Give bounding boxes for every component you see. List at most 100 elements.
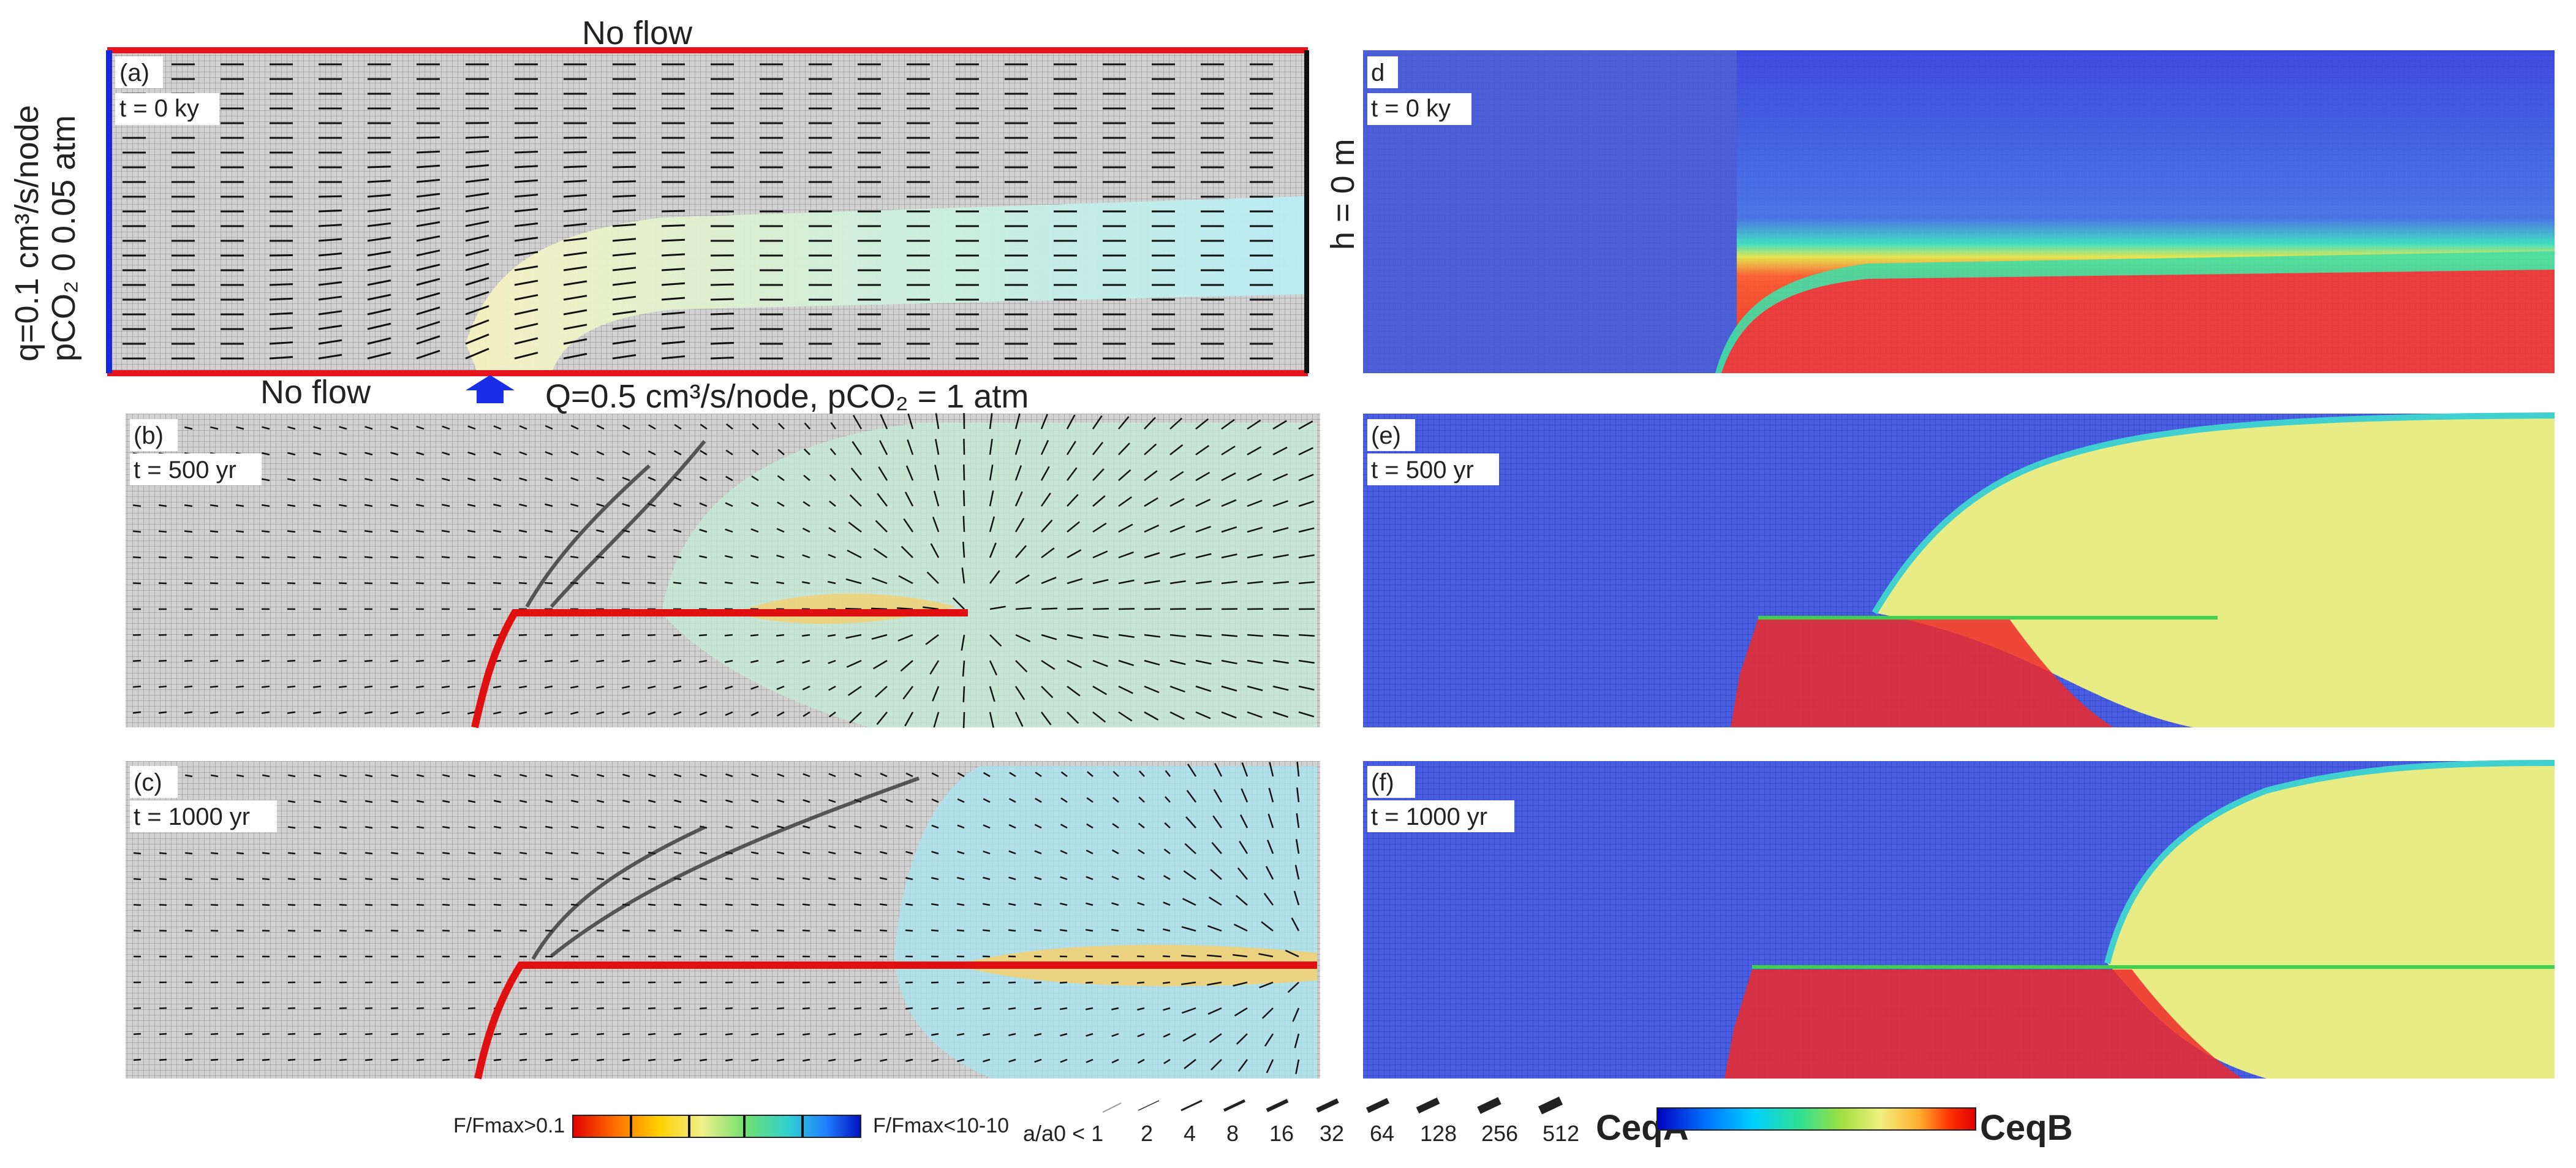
flow-arrow bbox=[957, 824, 965, 829]
flow-arrow bbox=[982, 1007, 991, 1010]
flow-arrow bbox=[416, 335, 440, 345]
panel-b: (b) t = 500 yr bbox=[126, 412, 1320, 729]
flow-arrow bbox=[1233, 954, 1248, 958]
panel-e-red-region bbox=[1731, 619, 2113, 727]
flow-arrow bbox=[1034, 1033, 1042, 1037]
flow-arrow bbox=[133, 904, 142, 906]
flow-arrow bbox=[318, 267, 342, 271]
flow-arrow bbox=[1265, 866, 1274, 880]
flow-arrow bbox=[905, 798, 913, 803]
flow-arrow bbox=[1163, 848, 1171, 854]
flow-arrow bbox=[390, 685, 399, 688]
flow-arrow bbox=[416, 800, 425, 803]
flow-arrow bbox=[880, 414, 888, 430]
flow-arrow bbox=[776, 634, 785, 637]
flow-arrow bbox=[903, 518, 914, 533]
flow-arrow bbox=[1138, 849, 1145, 855]
flow-arrow bbox=[661, 238, 686, 242]
flow-arrow bbox=[416, 264, 440, 271]
flow-arrow bbox=[725, 878, 733, 881]
inlet-arrow-icon bbox=[466, 375, 515, 403]
flow-arrow bbox=[493, 711, 502, 715]
flow-arrow bbox=[596, 825, 605, 829]
flow-arrow bbox=[1169, 634, 1186, 638]
flow-arrow bbox=[518, 556, 527, 559]
flow-arrow bbox=[989, 516, 995, 533]
flow-arrow bbox=[514, 294, 538, 301]
flow-arrow bbox=[1298, 659, 1315, 664]
flow-arrow bbox=[853, 877, 862, 881]
flow-arrow bbox=[699, 903, 708, 906]
flow-arrow bbox=[725, 1007, 733, 1010]
flow-arrow bbox=[318, 324, 342, 330]
flow-arrow bbox=[318, 238, 342, 242]
flow-arrow bbox=[596, 903, 605, 906]
flow-arrow bbox=[467, 477, 476, 482]
flow-arrow bbox=[563, 251, 587, 257]
flow-arrow bbox=[367, 279, 391, 286]
flow-arrow bbox=[1247, 499, 1263, 507]
flow-arrow bbox=[545, 711, 553, 715]
flow-arrow bbox=[519, 1007, 527, 1009]
flow-arrow bbox=[983, 876, 991, 881]
flow-arrow bbox=[1221, 685, 1237, 692]
flow-arrow bbox=[828, 553, 836, 559]
flow-arrow bbox=[493, 529, 502, 533]
flow-arrow bbox=[1247, 581, 1263, 585]
flow-arrow bbox=[1247, 446, 1262, 456]
flow-arrow bbox=[847, 685, 862, 696]
flow-arrow bbox=[390, 711, 399, 715]
flow-arrow bbox=[699, 711, 708, 716]
flow-arrow bbox=[1184, 1059, 1196, 1069]
flow-arrow bbox=[1040, 492, 1051, 507]
left-boundary-label-2: pCO₂ 0 0.05 atm bbox=[45, 115, 82, 362]
flow-arrow bbox=[338, 711, 347, 715]
flow-arrow bbox=[900, 660, 913, 672]
flow-arrow bbox=[159, 904, 167, 906]
flow-arrow bbox=[1112, 797, 1119, 803]
flow-arrow bbox=[803, 773, 810, 778]
flow-arrow bbox=[132, 685, 142, 688]
flow-arrow bbox=[957, 1058, 965, 1063]
flow-arrow bbox=[802, 659, 810, 664]
flow-arrow bbox=[1221, 446, 1236, 456]
flow-arrow bbox=[1261, 921, 1274, 931]
flow-arrow bbox=[596, 1007, 605, 1009]
flow-arrow bbox=[132, 556, 142, 559]
flow-arrow bbox=[931, 981, 939, 984]
flow-arrow bbox=[364, 903, 373, 906]
flow-arrow bbox=[465, 305, 489, 316]
flow-arrow bbox=[415, 685, 425, 688]
flow-arrow bbox=[828, 825, 836, 829]
flow-arrow bbox=[661, 268, 686, 271]
flow-arrow bbox=[442, 852, 450, 855]
flow-arrow bbox=[803, 851, 810, 855]
flow-arrow bbox=[1169, 659, 1186, 666]
flow-arrow bbox=[1138, 796, 1145, 803]
flow-arrow bbox=[1233, 981, 1248, 987]
flow-arrow bbox=[287, 478, 296, 482]
flow-arrow bbox=[674, 799, 682, 803]
flow-arrow bbox=[1034, 876, 1042, 881]
flow-arrow bbox=[519, 711, 527, 715]
flow-arrow bbox=[957, 772, 965, 778]
flow-arrow bbox=[700, 423, 708, 430]
flow-arrow bbox=[776, 1058, 785, 1062]
flow-arrow bbox=[1092, 685, 1108, 696]
flow-arrow bbox=[1009, 772, 1016, 778]
flow-arrow bbox=[544, 556, 553, 559]
flow-arrow bbox=[184, 711, 193, 714]
flow-arrow bbox=[210, 774, 219, 778]
flow-arrow bbox=[612, 194, 636, 198]
flow-arrow bbox=[853, 929, 862, 932]
flow-arrow bbox=[699, 930, 708, 932]
aperture-tick-label: 2 bbox=[1141, 1121, 1153, 1146]
flow-arrow bbox=[853, 903, 862, 906]
flow-arrow bbox=[1118, 579, 1135, 585]
flow-arrow bbox=[1165, 796, 1171, 803]
flow-arrow bbox=[465, 276, 489, 286]
flow-arrow bbox=[1221, 634, 1238, 637]
flow-arrow bbox=[493, 425, 502, 430]
flow-arrow bbox=[1066, 467, 1078, 481]
flow-arrow bbox=[725, 930, 733, 932]
